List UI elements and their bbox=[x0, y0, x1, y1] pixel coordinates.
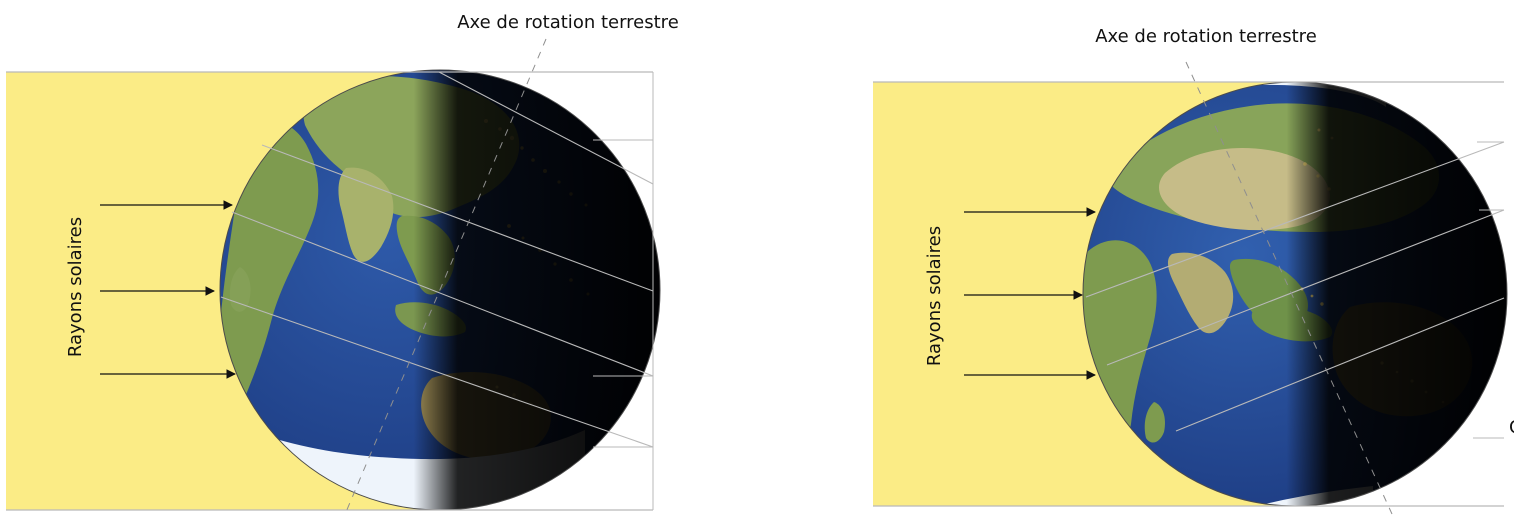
right-cut-label: C bbox=[1509, 417, 1514, 438]
left-axis-line bbox=[345, 38, 547, 513]
left-rays-label: Rayons solaires bbox=[65, 217, 86, 357]
right-earth-globe-icon bbox=[1083, 82, 1507, 506]
right-latitude-line-3 bbox=[1175, 297, 1505, 432]
right-figure: Axe de rotation terrestre Rayons solaire… bbox=[873, 26, 1514, 515]
right-axis-title: Axe de rotation terrestre bbox=[1095, 26, 1317, 47]
right-latitude-line-2 bbox=[1106, 209, 1505, 366]
left-latitude-line-1 bbox=[438, 71, 654, 185]
left-axis-title: Axe de rotation terrestre bbox=[457, 12, 679, 33]
left-latitude-line-4 bbox=[220, 296, 654, 448]
right-latitude-line-1 bbox=[1085, 141, 1505, 298]
left-latitude-line-3 bbox=[231, 211, 654, 377]
left-figure: Axe de rotation terrestre Rayons solaire… bbox=[6, 12, 679, 513]
right-rays-label: Rayons solaires bbox=[924, 226, 945, 366]
left-latitude-line-2 bbox=[261, 144, 654, 292]
